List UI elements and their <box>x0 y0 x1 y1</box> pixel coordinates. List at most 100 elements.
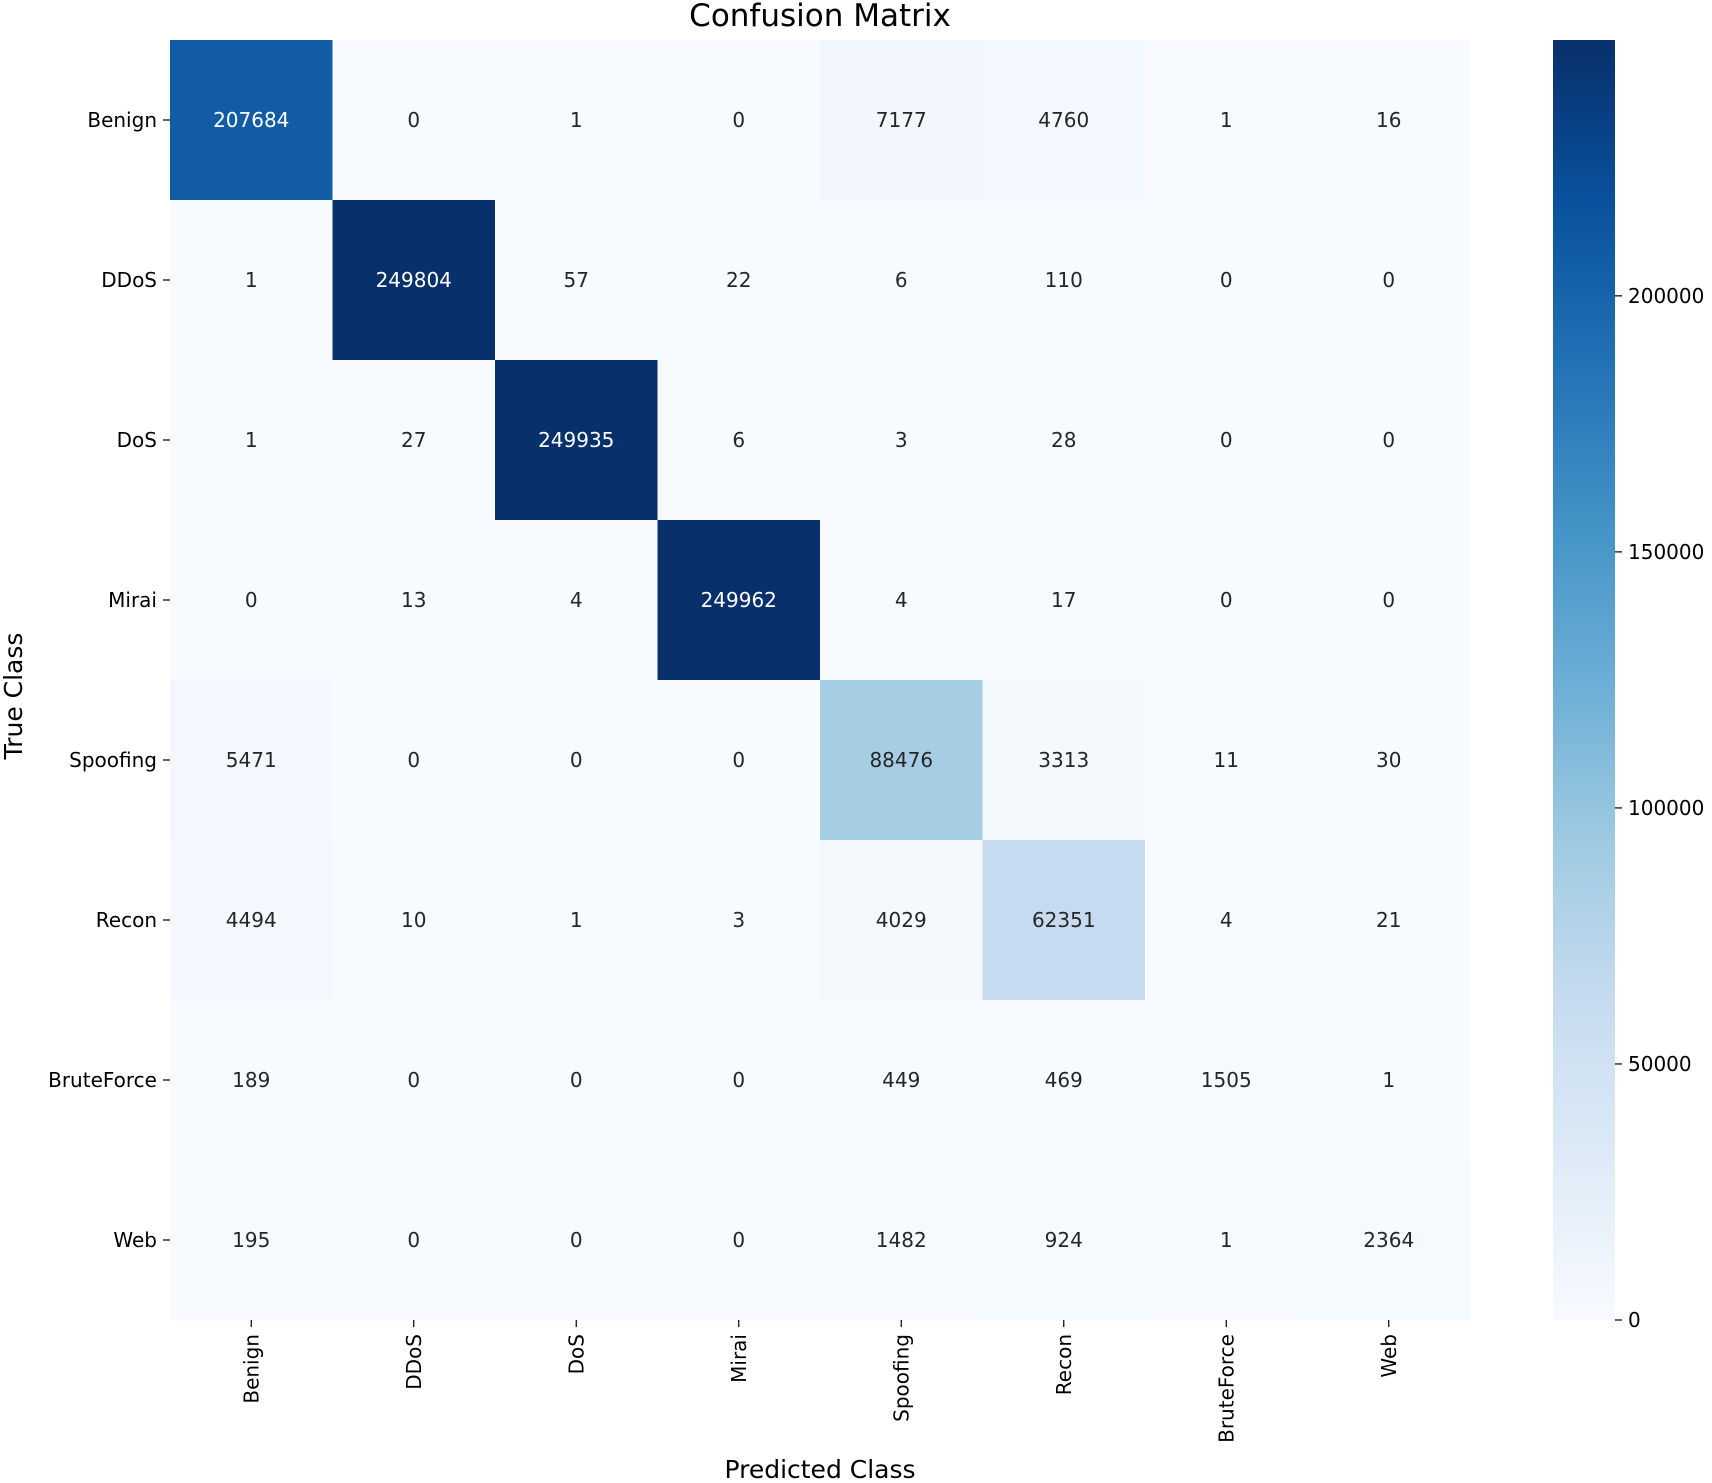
cell-value: 0 <box>1382 588 1395 612</box>
cell-value: 0 <box>732 748 745 772</box>
cell-value: 17 <box>1051 588 1076 612</box>
cell-Spoofing-Mirai <box>657 680 821 841</box>
cell-BruteForce-BruteForce <box>1145 1000 1308 1161</box>
cell-value: 0 <box>570 1228 583 1252</box>
cell-DoS-Recon <box>982 360 1146 521</box>
cell-value: 0 <box>732 108 745 132</box>
cell-BruteForce-Mirai <box>657 1000 821 1161</box>
cell-DoS-Web <box>1307 360 1471 521</box>
cell-value: 0 <box>732 1228 745 1252</box>
cell-value: 1 <box>245 268 258 292</box>
cell-Spoofing-Benign <box>170 680 333 841</box>
cell-Web-Web <box>1307 1160 1471 1321</box>
cell-DoS-DDoS <box>332 360 496 521</box>
cell-Web-BruteForce <box>1145 1160 1308 1321</box>
x-tick-label: BruteForce <box>1214 1334 1238 1443</box>
colorbar-tick-label: 0 <box>1628 1308 1641 1332</box>
cell-value: 1 <box>570 108 583 132</box>
cell-value: 0 <box>1382 268 1395 292</box>
cell-value: 30 <box>1376 748 1401 772</box>
cell-Web-Benign <box>170 1160 333 1321</box>
cell-Mirai-DoS <box>495 520 658 681</box>
cell-value: 0 <box>407 108 420 132</box>
cell-Spoofing-DDoS <box>332 680 496 841</box>
cell-BruteForce-DoS <box>495 1000 658 1161</box>
cell-value: 10 <box>401 908 426 932</box>
x-tick-label: Mirai <box>727 1334 751 1383</box>
cell-DDoS-BruteForce <box>1145 200 1308 361</box>
colorbar-ticks: 0 50000 100000 150000 200000 <box>1615 284 1704 1332</box>
cell-Recon-Recon <box>982 840 1146 1001</box>
cell-Benign-DDoS <box>332 40 496 201</box>
cell-value: 0 <box>407 1068 420 1092</box>
colorbar-tick-label: 50000 <box>1628 1052 1692 1076</box>
y-tick-label: Benign <box>87 108 157 132</box>
x-tick-label: Web <box>1377 1334 1401 1378</box>
chart-title: Confusion Matrix <box>689 0 951 34</box>
cell-value: 22 <box>726 268 751 292</box>
x-tick-label: Recon <box>1052 1334 1076 1395</box>
cell-value: 4029 <box>876 908 927 932</box>
cell-Recon-Web <box>1307 840 1471 1001</box>
cell-annotations: 207684 0 1 0 7177 4760 1 161 249804 57 22 6 110 0 01 27… <box>213 108 1414 1252</box>
cell-Benign-BruteForce <box>1145 40 1308 201</box>
cell-value: 449 <box>882 1068 920 1092</box>
y-tick-label: Spoofing <box>69 748 157 772</box>
cell-DDoS-DDoS <box>332 200 496 361</box>
x-tick-label: Benign <box>239 1334 263 1404</box>
y-tick-label: Web <box>113 1228 157 1252</box>
cell-Benign-Web <box>1307 40 1471 201</box>
cell-value: 0 <box>1220 268 1233 292</box>
cell-value: 4494 <box>226 908 277 932</box>
cell-Benign-Mirai <box>657 40 821 201</box>
cell-value: 4 <box>1220 908 1233 932</box>
cell-Spoofing-DoS <box>495 680 658 841</box>
x-tick-label: DoS <box>564 1334 588 1374</box>
colorbar-tick-label: 150000 <box>1628 540 1704 564</box>
cell-DoS-Spoofing <box>820 360 983 521</box>
cell-value: 57 <box>564 268 589 292</box>
cell-value: 7177 <box>876 108 927 132</box>
cell-value: 11 <box>1214 748 1239 772</box>
cell-Spoofing-Spoofing <box>820 680 983 841</box>
cell-Benign-Benign <box>170 40 333 201</box>
cell-value: 1 <box>1220 108 1233 132</box>
y-tick-label: DoS <box>117 428 157 452</box>
cell-value: 0 <box>570 748 583 772</box>
colorbar <box>1553 40 1615 1320</box>
cell-value: 62351 <box>1032 908 1096 932</box>
cell-value: 0 <box>1220 428 1233 452</box>
cell-value: 27 <box>401 428 426 452</box>
y-tick-label: Mirai <box>108 588 157 612</box>
cell-BruteForce-Web <box>1307 1000 1471 1161</box>
cell-value: 5471 <box>226 748 277 772</box>
cell-value: 0 <box>1382 428 1395 452</box>
cell-value: 207684 <box>213 108 289 132</box>
cell-value: 249804 <box>376 268 452 292</box>
colorbar-tick-label: 100000 <box>1628 796 1704 820</box>
cell-value: 469 <box>1045 1068 1083 1092</box>
cell-Mirai-BruteForce <box>1145 520 1308 681</box>
cell-Recon-BruteForce <box>1145 840 1308 1001</box>
cell-value: 88476 <box>869 748 933 772</box>
cell-value: 3313 <box>1038 748 1089 772</box>
cell-DoS-DoS <box>495 360 658 521</box>
cell-value: 1 <box>1382 1068 1395 1092</box>
cell-Recon-DoS <box>495 840 658 1001</box>
cell-BruteForce-Recon <box>982 1000 1146 1161</box>
cell-Spoofing-BruteForce <box>1145 680 1308 841</box>
y-axis-label: True Class <box>0 633 28 761</box>
cell-Recon-Benign <box>170 840 333 1001</box>
cell-value: 0 <box>245 588 258 612</box>
cell-value: 249962 <box>701 588 777 612</box>
cell-value: 6 <box>732 428 745 452</box>
cell-value: 924 <box>1045 1228 1083 1252</box>
cell-value: 110 <box>1045 268 1083 292</box>
cell-value: 13 <box>401 588 426 612</box>
cell-Mirai-Web <box>1307 520 1471 681</box>
heatmap-cells <box>170 40 1471 1321</box>
cell-value: 195 <box>232 1228 270 1252</box>
cell-value: 3 <box>732 908 745 932</box>
cell-DDoS-Spoofing <box>820 200 983 361</box>
